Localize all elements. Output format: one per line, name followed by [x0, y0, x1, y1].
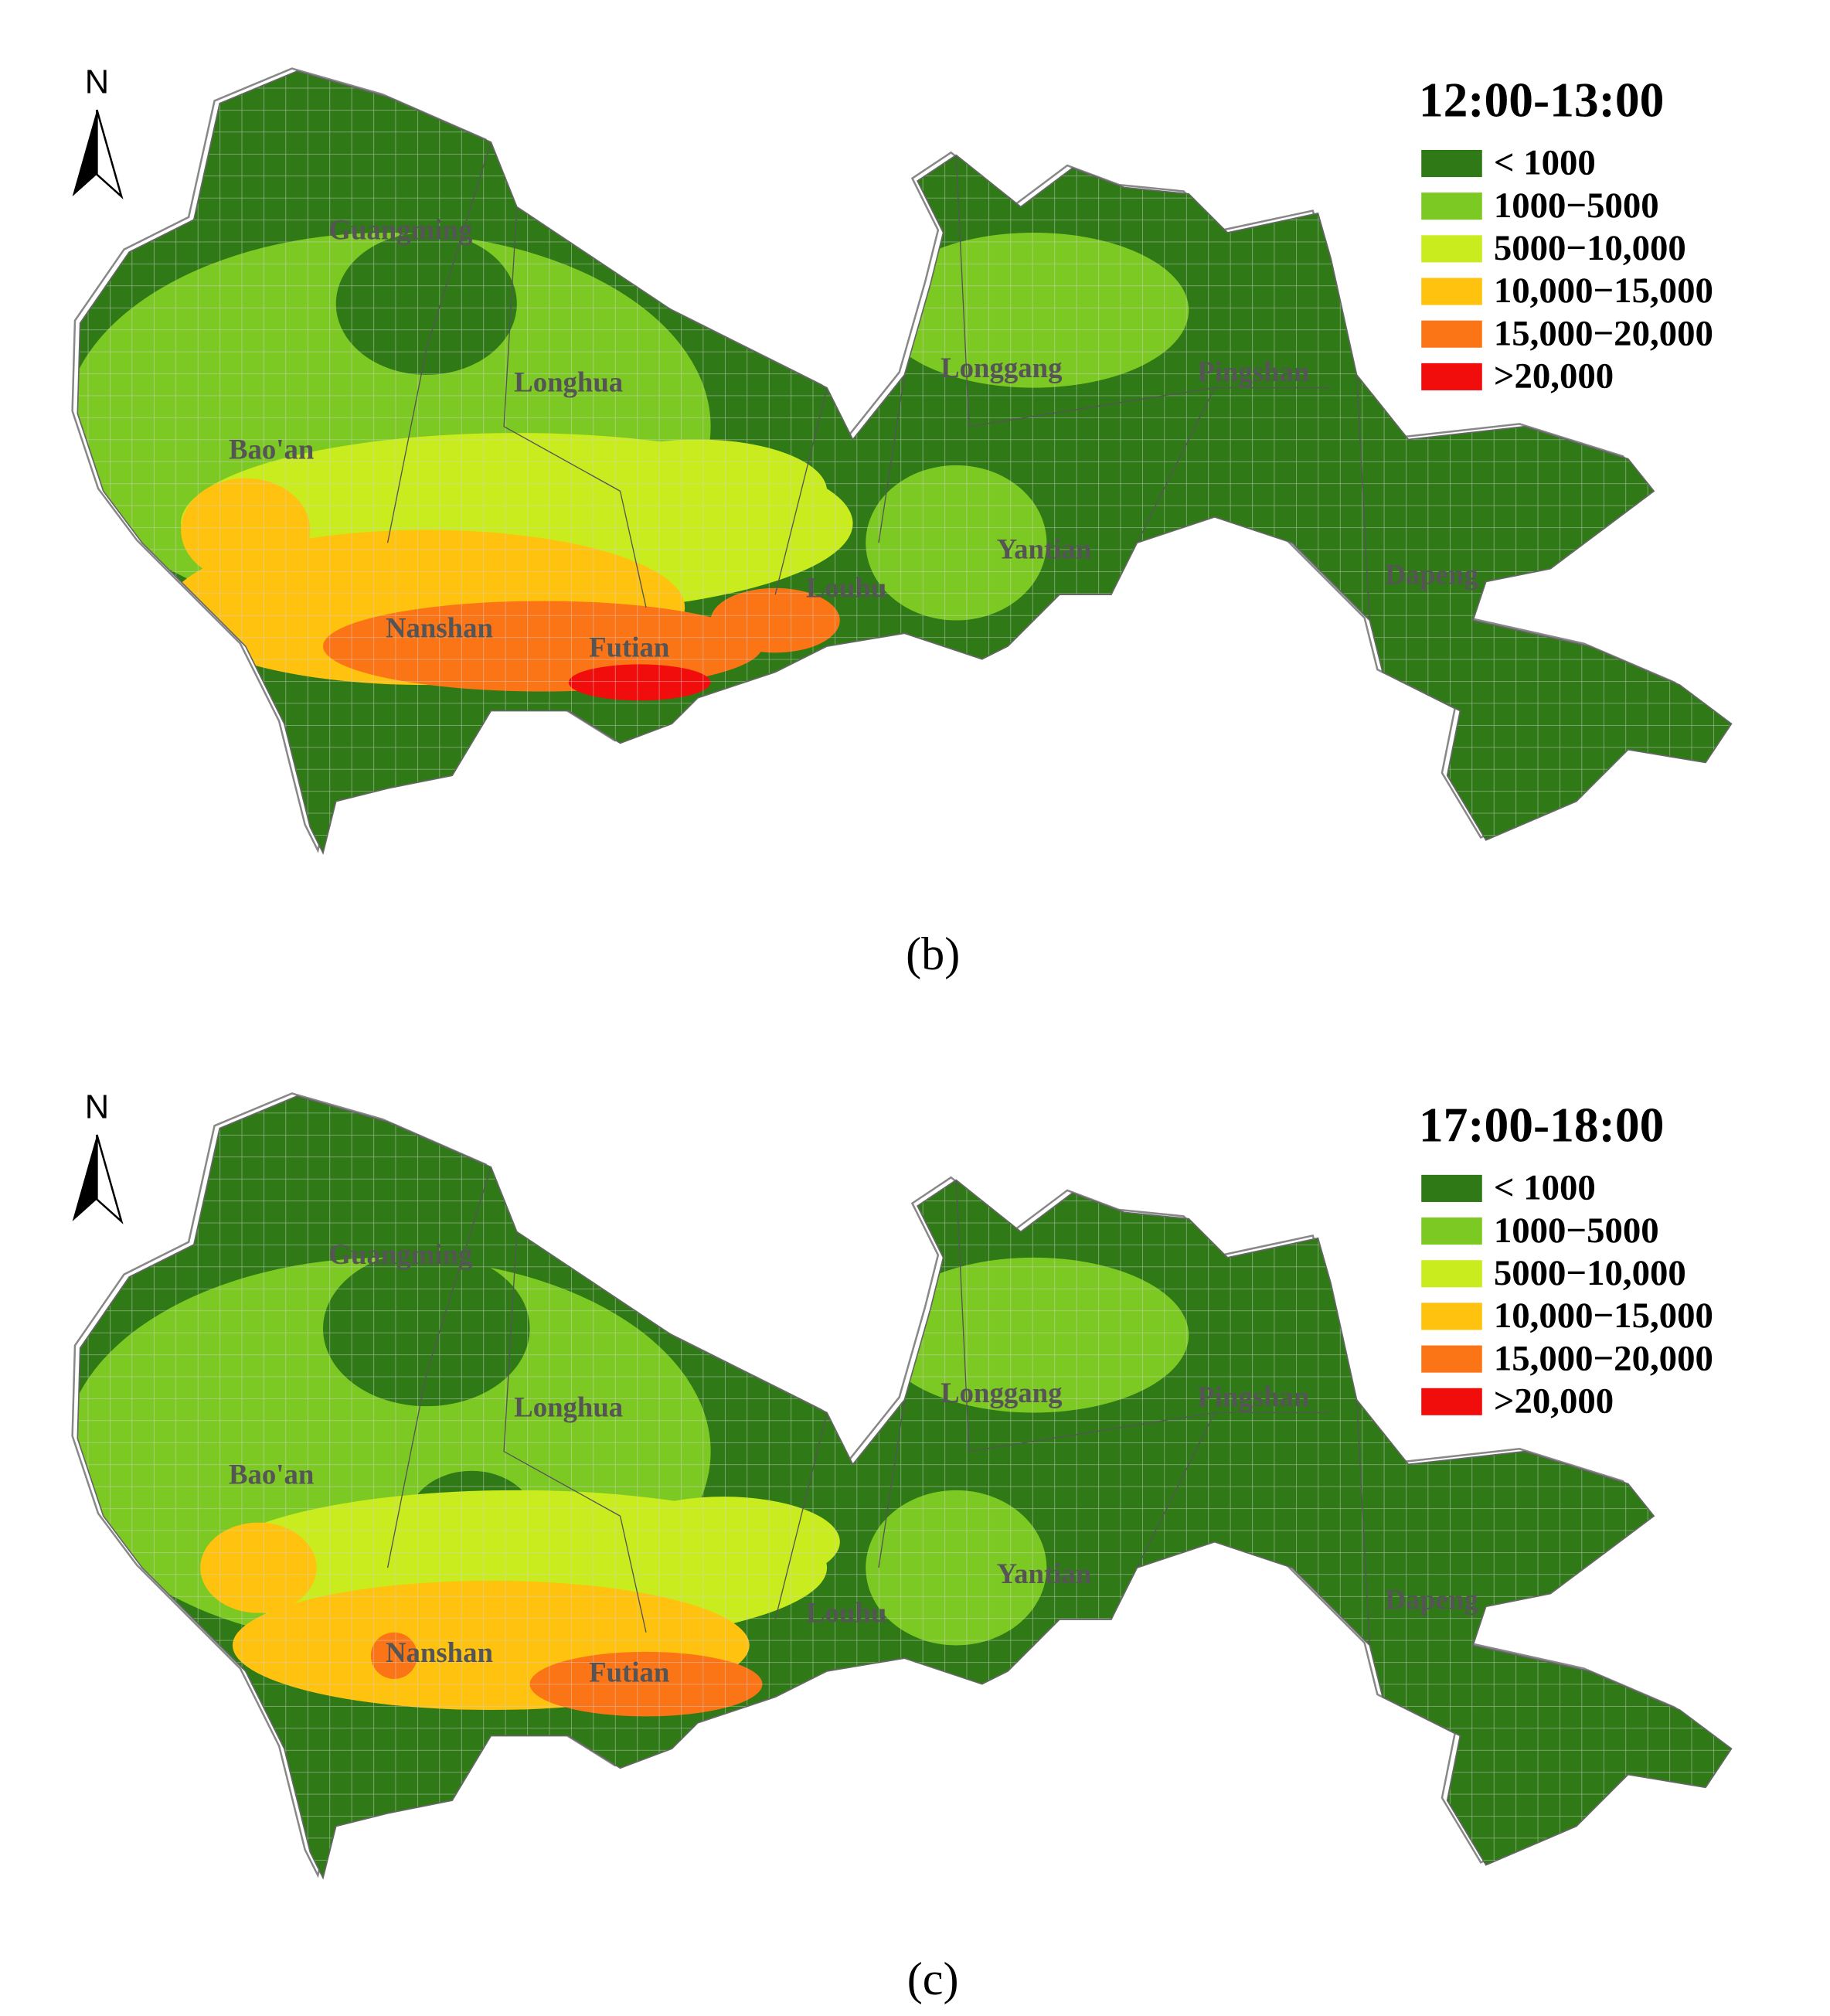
- district-boundaries: [386, 141, 1370, 621]
- district-label: Guangming: [328, 1238, 473, 1270]
- legend-swatch: [1421, 192, 1482, 220]
- legend-swatch: [1421, 1303, 1482, 1330]
- north-arrow: [96, 109, 124, 199]
- legend-swatch: [1421, 149, 1482, 178]
- north-arrow: [72, 1135, 97, 1222]
- legend-label: 5000−10,000: [1494, 228, 1686, 268]
- legend-label: 10,000−15,000: [1494, 271, 1713, 311]
- district-label: Bao'an: [229, 434, 314, 465]
- district-label: Bao'an: [229, 1458, 314, 1490]
- district-label: Louhu: [806, 1596, 886, 1628]
- legend-label: >20,000: [1494, 1381, 1614, 1421]
- legend-label: < 1000: [1494, 1168, 1596, 1208]
- district-label: Nanshan: [386, 1636, 493, 1668]
- district-label: Longgang: [941, 352, 1063, 383]
- district-label: Guangming: [328, 213, 473, 245]
- coastline: [77, 1095, 1733, 1880]
- legend-title: 12:00-13:00: [1419, 72, 1665, 127]
- legend-swatch: [1421, 1345, 1482, 1373]
- district-label: Yantian: [997, 533, 1092, 564]
- map-panel: Guangming Longhua Bao'an Nanshan Futian Louhu…: [71, 1088, 1733, 2005]
- legend-label: >20,000: [1494, 356, 1614, 397]
- legend-label: 15,000−20,000: [1494, 1338, 1713, 1378]
- legend-label: 5000−10,000: [1494, 1253, 1686, 1293]
- legend-swatch: [1421, 1217, 1482, 1245]
- district-label: Longgang: [941, 1377, 1063, 1408]
- district-label: Dapeng: [1385, 1584, 1478, 1616]
- legend-label: 10,000−15,000: [1494, 1296, 1713, 1336]
- north-arrow: [72, 110, 97, 197]
- north-label: N: [85, 1088, 109, 1125]
- district-label: Pingshan: [1197, 1381, 1309, 1412]
- district-label: Longhua: [514, 1391, 623, 1423]
- legend-label: 1000−5000: [1494, 1211, 1659, 1251]
- legend-swatch: [1421, 1174, 1482, 1202]
- district-label: Futian: [589, 631, 669, 662]
- district-label: Louhu: [806, 571, 886, 603]
- legend-swatch: [1421, 278, 1482, 305]
- district-label: Nanshan: [386, 611, 493, 643]
- panel-caption: (b): [906, 928, 960, 980]
- district-label: Yantian: [997, 1558, 1092, 1589]
- panel-caption: (c): [907, 1953, 959, 2005]
- legend-swatch: [1421, 1260, 1482, 1288]
- district-label: Pingshan: [1197, 356, 1309, 387]
- map-panel: Guangming Longhua Bao'an Nanshan Futian Louhu…: [71, 63, 1733, 980]
- legend-swatch: [1421, 363, 1482, 390]
- north-arrow: [96, 1134, 124, 1224]
- legend-label: 1000−5000: [1494, 186, 1659, 226]
- district-boundaries: [386, 1166, 1370, 1646]
- district-label: Dapeng: [1385, 559, 1478, 591]
- district-label: Longhua: [514, 366, 623, 398]
- legend-swatch: [1421, 1388, 1482, 1415]
- north-label: N: [85, 63, 109, 100]
- legend-swatch: [1421, 320, 1482, 348]
- coastline: [77, 70, 1733, 855]
- legend-title: 17:00-18:00: [1419, 1097, 1665, 1152]
- legend-label: < 1000: [1494, 143, 1596, 183]
- legend-label: 15,000−20,000: [1494, 313, 1713, 353]
- district-label: Futian: [589, 1656, 669, 1687]
- legend-swatch: [1421, 235, 1482, 263]
